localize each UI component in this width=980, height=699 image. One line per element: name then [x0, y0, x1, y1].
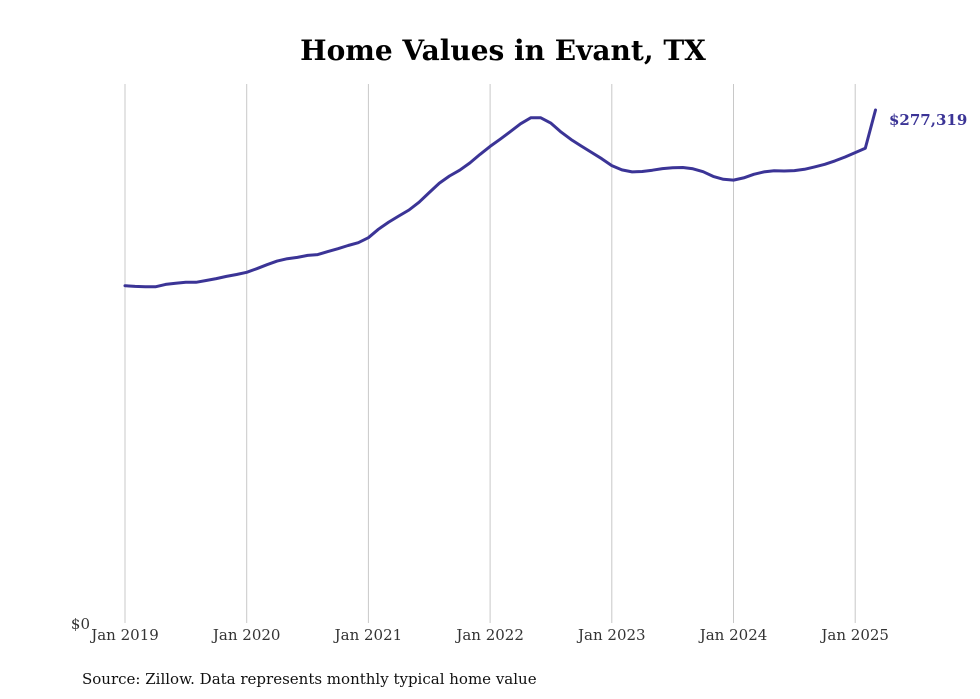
- x-tick-label: Jan 2024: [698, 626, 768, 644]
- chart-title: Home Values in Evant, TX: [300, 34, 706, 67]
- x-tick-label: Jan 2020: [211, 626, 281, 644]
- source-note: Source: Zillow. Data represents monthly …: [82, 670, 537, 688]
- latest-value-label: $277,319: [889, 111, 967, 129]
- y-axis-tick-label: $0: [71, 615, 90, 633]
- x-tick-label: Jan 2022: [454, 626, 524, 644]
- x-tick-label: Jan 2025: [819, 626, 889, 644]
- x-tick-label: Jan 2019: [89, 626, 159, 644]
- home-value-line: [123, 108, 877, 289]
- x-tick-label: Jan 2023: [576, 626, 646, 644]
- x-tick-label: Jan 2021: [333, 626, 403, 644]
- x-axis-tick-labels: Jan 2019 Jan 2020 Jan 2021 Jan 2022 Jan 2023…: [89, 626, 889, 644]
- vertical-gridlines: [124, 84, 856, 623]
